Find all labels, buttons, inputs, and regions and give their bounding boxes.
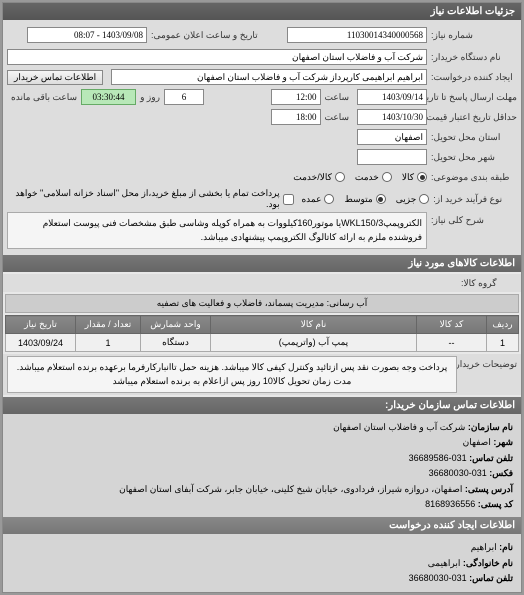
col-code: کد کالا bbox=[417, 316, 487, 334]
goods-table: ردیف کد کالا نام کالا واحد شمارش تعداد /… bbox=[5, 315, 519, 352]
col-qty: تعداد / مقدار bbox=[76, 316, 141, 334]
org-input[interactable] bbox=[7, 49, 427, 65]
treasury-checkbox-input[interactable] bbox=[283, 194, 294, 205]
creator-family: ابراهیمی bbox=[428, 558, 461, 568]
deadline-date-input[interactable] bbox=[357, 89, 427, 105]
contact-city-label: شهر: bbox=[493, 437, 513, 447]
nature-radio-service[interactable]: خدمت bbox=[355, 172, 392, 183]
remain-label: ساعت باقی مانده bbox=[7, 92, 81, 103]
contact-fax: 031-36680030 bbox=[429, 468, 487, 478]
contact-org: شرکت آب و فاضلاب استان اصفهان bbox=[333, 422, 465, 432]
contact-address-label: آدرس پستی: bbox=[465, 484, 513, 494]
delivery-city-label: شهر محل تحویل: bbox=[427, 152, 517, 163]
countdown-input bbox=[81, 89, 136, 105]
creator-name-label: نام: bbox=[499, 542, 513, 552]
days-remaining-input bbox=[164, 89, 204, 105]
creator-family-label: نام خانوادگی: bbox=[463, 558, 513, 568]
title-label: شرح کلی نیاز: bbox=[427, 212, 517, 226]
col-date: تاریخ نیاز bbox=[6, 316, 76, 334]
creator-label: ایجاد کننده درخواست: bbox=[427, 72, 517, 83]
buyer-notes-text: پرداخت وجه بصورت نقد پس ازتائید وکنترل ک… bbox=[7, 356, 457, 393]
goods-group-value: آب رسانی: مدیریت پسماند، فاضلاب و فعالیت… bbox=[5, 294, 519, 313]
process-label: نوع فرآیند خرید از: bbox=[429, 194, 517, 205]
process-radio-minor[interactable]: جزیی bbox=[396, 194, 430, 205]
col-unit: واحد شمارش bbox=[141, 316, 211, 334]
need-title-text: الکتروپمپWKL150/3یا موتور160کیلووات به ه… bbox=[7, 212, 427, 249]
contact-phone-label: تلفن تماس: bbox=[469, 453, 513, 463]
col-row: ردیف bbox=[487, 316, 519, 334]
delivery-city-input[interactable] bbox=[357, 149, 427, 165]
creator-input[interactable] bbox=[111, 69, 427, 85]
contact-phone: 031-36689586 bbox=[409, 453, 467, 463]
price-period-time-input[interactable] bbox=[271, 109, 321, 125]
contact-fax-label: فکس: bbox=[489, 468, 513, 478]
col-name: نام کالا bbox=[211, 316, 417, 334]
contact-postal: 8168936556 bbox=[425, 499, 475, 509]
days-label: روز و bbox=[136, 92, 164, 103]
request-no-label: شماره نیاز: bbox=[427, 30, 517, 41]
panel-title: جزئیات اطلاعات نیاز bbox=[3, 3, 521, 20]
contact-button[interactable]: اطلاعات تماس خریدار bbox=[7, 70, 103, 85]
treasury-checkbox[interactable]: پرداخت تمام یا بخشی از مبلغ خرید،از محل … bbox=[7, 188, 294, 210]
goods-header: اطلاعات کالاهای مورد نیاز bbox=[3, 255, 521, 272]
nature-radio-group: کالا خدمت کالا/خدمت bbox=[293, 172, 427, 183]
contact-postal-label: کد پستی: bbox=[478, 499, 513, 509]
request-no-input[interactable] bbox=[287, 27, 427, 43]
creator-name: ابراهیم bbox=[471, 542, 497, 552]
price-period-time-label: ساعت bbox=[321, 112, 350, 123]
table-row[interactable]: 1 -- پمپ آب (واترپمپ) دستگاه 1 1403/09/2… bbox=[6, 334, 519, 352]
price-period-label: حداقل تاریخ اعتبار قیمت: تا تاریخ: bbox=[427, 112, 517, 123]
org-label: نام دستگاه خریدار: bbox=[427, 52, 517, 63]
delivery-state-input[interactable] bbox=[357, 129, 427, 145]
goods-group-label: گروه کالا: bbox=[457, 278, 517, 289]
nature-radio-both[interactable]: کالا/خدمت bbox=[293, 172, 345, 183]
delivery-state-label: استان محل تحویل: bbox=[427, 132, 517, 143]
contact-address: اصفهان، دروازه شیراز، فردادوی، خیابان شی… bbox=[119, 484, 462, 494]
buyer-notes-label: توضیحات خریدار: bbox=[457, 356, 517, 370]
contact-city: اصفهان bbox=[463, 437, 491, 447]
announce-label: تاریخ و ساعت اعلان عمومی: bbox=[147, 30, 262, 41]
deadline-time-input[interactable] bbox=[271, 89, 321, 105]
process-radio-medium[interactable]: متوسط bbox=[344, 194, 385, 205]
creator-header: اطلاعات ایجاد کننده درخواست bbox=[3, 517, 521, 534]
contact-org-label: نام سازمان: bbox=[468, 422, 513, 432]
deadline-time-label: ساعت bbox=[321, 92, 350, 103]
process-radio-group: جزیی متوسط عمده bbox=[301, 194, 429, 205]
process-radio-major[interactable]: عمده bbox=[301, 194, 334, 205]
creator-phone: 031-36680030 bbox=[409, 573, 467, 583]
nature-radio-goods[interactable]: کالا bbox=[402, 172, 427, 183]
price-period-date-input[interactable] bbox=[357, 109, 427, 125]
creator-phone-label: تلفن تماس: bbox=[469, 573, 513, 583]
contact-header: اطلاعات تماس سازمان خریدار: bbox=[3, 397, 521, 414]
nature-label: طبقه بندی موضوعی: bbox=[427, 172, 517, 183]
announce-input[interactable] bbox=[27, 27, 147, 43]
deadline-label: مهلت ارسال پاسخ تا تاریخ: bbox=[427, 92, 517, 103]
